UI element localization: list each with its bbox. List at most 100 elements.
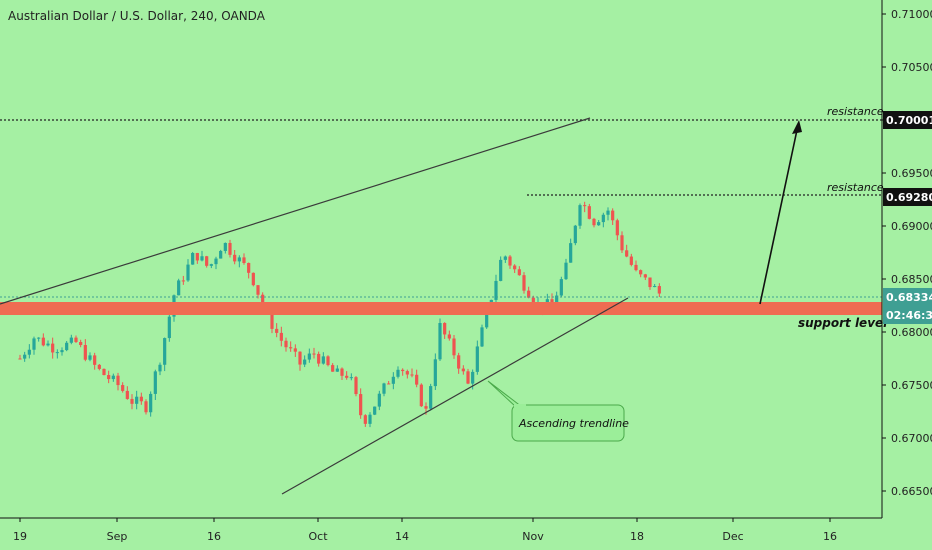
candle-up: [494, 280, 498, 300]
candle-down: [93, 355, 97, 365]
candle-up: [573, 225, 577, 244]
candle-down: [611, 210, 615, 221]
candle-up: [429, 386, 433, 409]
candle-down: [242, 257, 246, 263]
y-tick-label: 0.70500: [891, 61, 932, 74]
callout-joint: [514, 404, 526, 407]
candle-down: [410, 374, 414, 376]
candle-down: [363, 415, 367, 424]
y-tick-label: 0.67000: [891, 432, 932, 445]
candle-up: [307, 353, 311, 360]
candle-down: [527, 290, 531, 298]
candle-up: [601, 214, 605, 223]
candle-down: [657, 286, 661, 294]
candle-down: [359, 394, 363, 416]
candle-down: [181, 280, 185, 282]
candle-down: [298, 351, 302, 365]
candle-down: [648, 277, 652, 288]
ascending-trendline: [281, 297, 629, 495]
candle-down: [461, 368, 465, 372]
x-tick-label: 18: [630, 530, 644, 543]
candle-down: [107, 375, 111, 380]
candle-down: [387, 383, 391, 385]
candle-down: [401, 369, 405, 372]
last-price-value: 0.68334: [886, 291, 932, 304]
candle-up: [163, 338, 167, 365]
candle-up: [37, 337, 41, 339]
candle-down: [326, 356, 330, 366]
candle-down: [615, 220, 619, 236]
candle-down: [74, 337, 78, 343]
candle-down: [18, 358, 22, 360]
candle-down: [587, 206, 591, 219]
candle-down: [345, 375, 349, 378]
candle-down: [83, 345, 87, 360]
candle-down: [508, 256, 512, 266]
candle-down: [41, 337, 45, 346]
candle-down: [452, 338, 456, 356]
x-tick-label: 14: [395, 530, 409, 543]
candle-up: [237, 257, 241, 262]
resistance-high-value: 0.70001: [886, 114, 932, 127]
y-tick-label: 0.68500: [891, 273, 932, 286]
resistance-high-tag: 0.70001: [883, 111, 932, 129]
candle-up: [485, 309, 489, 328]
candle-down: [251, 272, 255, 286]
candle-up: [23, 354, 27, 359]
candle-up: [499, 259, 503, 281]
y-tick-label: 0.67500: [891, 379, 932, 392]
candle-down: [639, 270, 643, 275]
candle-up: [578, 205, 582, 226]
projection-arrow-line: [759, 129, 798, 305]
candle-up: [111, 375, 115, 380]
candle-down: [331, 365, 335, 372]
candle-down: [139, 396, 143, 402]
candle-up: [559, 279, 563, 296]
candle-up: [606, 210, 610, 215]
candle-up: [396, 369, 400, 377]
resistance-high-label: resistance: [827, 105, 884, 118]
candle-up: [433, 359, 437, 387]
candle-down: [457, 355, 461, 369]
candle-down: [233, 254, 237, 262]
candle-down: [279, 332, 283, 341]
candle-up: [177, 280, 181, 296]
trendline-callout: Ascending trendline: [487, 380, 629, 442]
candle-up: [65, 342, 69, 351]
candle-up: [321, 356, 325, 364]
candle-down: [340, 368, 344, 376]
candle-up: [200, 256, 204, 261]
candle-down: [195, 253, 199, 261]
candle-down: [405, 371, 409, 375]
support-level-label: support level: [798, 316, 888, 330]
candle-down: [317, 353, 321, 364]
y-tick-label: 0.66500: [891, 485, 932, 498]
countdown-value: 02:46:30: [886, 309, 932, 322]
candle-up: [377, 393, 381, 407]
candle-down: [522, 275, 526, 291]
callout-box: [511, 404, 625, 442]
upper-channel-line: [0, 117, 591, 305]
y-tick-label: 0.69500: [891, 167, 932, 180]
projection-arrow-head: [792, 120, 802, 134]
candle-down: [97, 364, 101, 369]
candle-up: [149, 393, 153, 413]
candle-down: [643, 274, 647, 278]
x-tick-label: Sep: [107, 530, 128, 543]
x-tick-label: Oct: [308, 530, 328, 543]
candle-up: [391, 376, 395, 384]
candle-down: [275, 328, 279, 333]
candle-up: [55, 352, 59, 354]
candle-down: [228, 242, 232, 255]
x-tick-label: Dec: [722, 530, 743, 543]
candle-down: [629, 256, 633, 265]
candle-down: [531, 297, 535, 304]
candle-down: [625, 250, 629, 257]
resistance-low-label: resistance: [827, 181, 884, 194]
chart-title: Australian Dollar / U.S. Dollar, 240, OA…: [8, 9, 266, 23]
y-tick-label: 0.71000: [891, 8, 932, 21]
candle-up: [555, 295, 559, 305]
candle-down: [592, 218, 596, 226]
